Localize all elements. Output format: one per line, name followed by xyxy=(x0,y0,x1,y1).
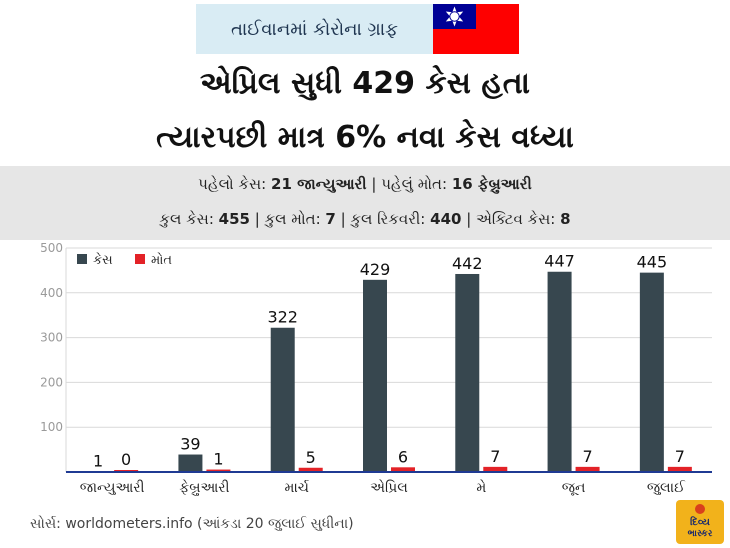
facts-separator: | xyxy=(466,210,477,228)
headline-line-1: એપ્રિલ સુધી 429 કેસ હતા xyxy=(200,66,530,101)
recovered-value: 440 xyxy=(430,210,462,228)
x-tick-label: ફેબ્રુઆરી xyxy=(179,479,229,496)
x-tick-label: માર્ચ xyxy=(284,479,309,496)
cases-bar xyxy=(639,272,664,472)
deaths-data-label: 6 xyxy=(398,447,408,466)
total-cases-value: 455 xyxy=(218,210,250,228)
first-death-label: પહેલું મોત: xyxy=(381,175,448,193)
total-deaths-label: કુલ મોત: xyxy=(264,210,321,228)
cases-bar xyxy=(455,273,480,472)
deaths-bar xyxy=(206,469,231,472)
deaths-data-label: 5 xyxy=(306,448,316,467)
active-label: એક્ટિવ કેસ: xyxy=(476,210,556,228)
x-tick-label: જૂન xyxy=(562,480,586,496)
cases-bar xyxy=(270,327,295,472)
total-cases-label: કુલ કેસ: xyxy=(159,210,214,228)
deaths-data-label: 0 xyxy=(121,450,131,469)
cases-data-label: 445 xyxy=(637,253,668,272)
cases-bar xyxy=(178,454,203,472)
deaths-data-label: 1 xyxy=(213,450,223,469)
cases-data-label: 447 xyxy=(544,252,575,271)
facts-separator: | xyxy=(371,175,382,193)
total-deaths-value: 7 xyxy=(325,210,336,228)
cases-data-label: 1 xyxy=(93,452,103,471)
y-tick-label: 200 xyxy=(40,375,63,389)
cases-data-label: 442 xyxy=(452,254,483,273)
deaths-bar xyxy=(575,466,600,472)
headline-line-2: ત્યારપછી માત્ર 6% નવા કેસ વધ્યા xyxy=(156,120,574,155)
cases-bar xyxy=(547,271,572,472)
x-tick-label: મે xyxy=(476,479,486,496)
y-tick-label: 400 xyxy=(40,286,63,300)
deaths-data-label: 7 xyxy=(490,447,500,466)
deaths-bar xyxy=(298,467,323,472)
taiwan-flag-icon xyxy=(433,4,519,54)
cases-bar xyxy=(363,279,387,472)
source-note: સોર્સ: worldometers.info (આંકડા 20 જુલાઈ… xyxy=(30,516,354,532)
cases-data-label: 429 xyxy=(360,260,391,279)
logo-dot-icon xyxy=(695,504,705,514)
logo-text-line-2: ભાસ્કર xyxy=(687,529,713,539)
y-tick-label: 500 xyxy=(40,241,63,255)
chart-tag: તાઈવાનમાં કોરોના ગ્રાફ xyxy=(196,4,433,54)
first-case-value: 21 જાન્યુઆરી xyxy=(271,175,367,193)
deaths-bar xyxy=(391,467,415,472)
deaths-bar xyxy=(667,466,692,472)
legend-label: કેસ xyxy=(93,252,113,268)
divya-bhaskar-logo: દિવ્ય ભાસ્કર xyxy=(676,500,724,544)
legend-label: મોત xyxy=(151,252,172,268)
legend-swatch xyxy=(77,254,87,264)
deaths-data-label: 7 xyxy=(675,447,685,466)
legend-swatch xyxy=(135,254,145,264)
logo-text-line-1: દિવ્ય xyxy=(690,517,710,528)
x-tick-label: એપ્રિલ xyxy=(370,479,408,496)
first-case-label: પહેલો કેસ: xyxy=(198,175,267,193)
facts-panel: પહેલો કેસ: 21 જાન્યુઆરી | પહેલું મોત: 16… xyxy=(0,166,730,240)
cases-data-label: 322 xyxy=(267,308,298,327)
recovered-label: કુલ રિકવરી: xyxy=(350,210,426,228)
y-tick-label: 300 xyxy=(40,331,63,345)
facts-row-totals: કુલ કેસ: 455 | કુલ મોત: 7 | કુલ રિકવરી: … xyxy=(0,210,730,228)
deaths-data-label: 7 xyxy=(582,447,592,466)
active-value: 8 xyxy=(560,210,571,228)
x-tick-label: જાન્યુઆરી xyxy=(80,480,145,496)
facts-separator: | xyxy=(340,210,351,228)
facts-row-dates: પહેલો કેસ: 21 જાન્યુઆરી | પહેલું મોત: 16… xyxy=(0,175,730,193)
y-tick-label: 100 xyxy=(40,420,63,434)
first-death-value: 16 ફેબ્રુઆરી xyxy=(451,175,532,193)
x-tick-label: જુલાઈ xyxy=(647,480,686,496)
deaths-bar xyxy=(483,466,508,472)
chart-tag-text: તાઈવાનમાં કોરોના ગ્રાફ xyxy=(230,18,399,40)
cases-data-label: 39 xyxy=(180,435,200,454)
facts-separator: | xyxy=(254,210,265,228)
